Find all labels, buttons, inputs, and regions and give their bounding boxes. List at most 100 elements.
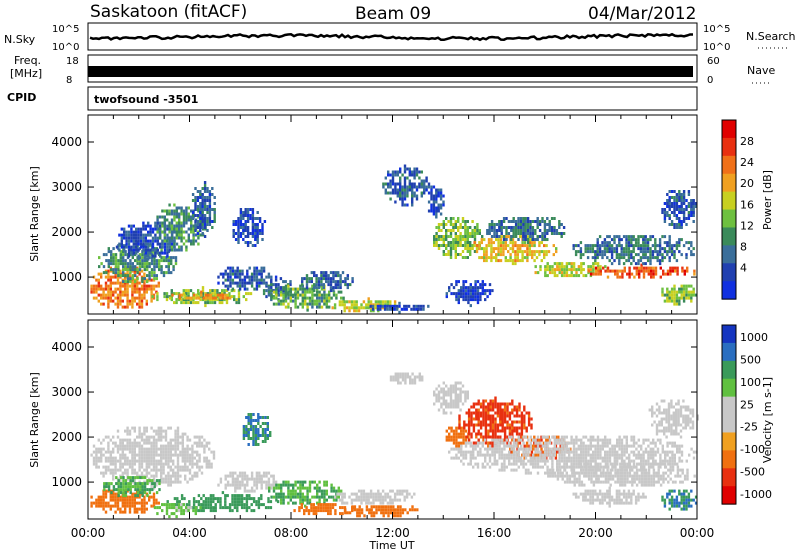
heatmap-cell [610,247,614,251]
heatmap-cell [119,441,122,445]
heatmap-cell [642,253,645,257]
heatmap-cell [124,293,127,297]
heatmap-cell [356,514,359,518]
heatmap-cell [670,293,674,297]
heatmap-cell [156,512,159,516]
heatmap-cell [284,287,288,291]
heatmap-cell [208,190,212,193]
heatmap-cell [112,492,115,496]
heatmap-cell [464,238,467,241]
heatmap-cell [372,505,376,509]
heatmap-cell [330,486,333,490]
heatmap-cell [292,486,295,490]
heatmap-cell [369,300,373,304]
heatmap-cell [228,503,232,507]
heatmap-cell [596,238,599,242]
heatmap-cell [666,287,669,291]
heatmap-cell [524,223,527,226]
heatmap-cell [499,253,503,257]
heatmap-cell [511,241,515,245]
heatmap-cell [464,393,467,397]
heatmap-cell [476,298,480,302]
heatmap-cell [678,205,681,208]
heatmap-cell [154,221,157,225]
heatmap-cell [126,268,130,272]
heatmap-cell [637,262,640,266]
heatmap-cell [138,501,141,505]
heatmap-cell [97,284,100,288]
heatmap-cell [152,441,156,445]
heatmap-cell [501,402,504,406]
nave-label: Nave [747,64,775,77]
heatmap-cell [231,497,234,501]
heatmap-cell [236,500,239,504]
heatmap-cell [176,480,180,484]
heatmap-cell [154,239,157,243]
heatmap-cell [252,437,255,440]
heatmap-cell [529,235,532,238]
heatmap-cell [449,250,453,253]
heatmap-cell [145,287,148,291]
heatmap-cell [159,242,162,246]
heatmap-cell [478,229,481,232]
heatmap-cell [389,185,392,189]
heatmap-cell [155,483,158,487]
heatmap-cell [198,441,201,445]
heatmap-cell [145,471,148,475]
heatmap-cell [183,296,186,300]
heatmap-cell [692,220,695,223]
heatmap-cell [423,185,426,189]
heatmap-cell [664,272,667,276]
heatmap-cell [157,426,160,430]
heatmap-cell [107,259,110,263]
heatmap-cell [682,199,686,202]
heatmap-cell [442,200,445,204]
heatmap-cell [182,212,186,216]
heatmap-cell [234,281,237,285]
heatmap-cell [449,393,453,397]
heatmap-cell [229,474,232,478]
heatmap-cell [97,299,100,303]
nsky-trace [89,32,693,42]
heatmap-cell [315,512,318,516]
heatmap-cell [196,459,199,463]
heatmap-cell [489,414,492,418]
heatmap-cell [362,495,366,499]
heatmap-cell [131,274,134,278]
heatmap-cell [637,241,640,245]
heatmap-cell [596,253,599,257]
heatmap-cell [577,268,581,272]
heatmap-cell [252,419,255,422]
heatmap-cell [524,238,527,241]
heatmap-cell [411,185,414,189]
heatmap-cell [663,250,667,254]
heatmap-cell [211,208,214,211]
heatmap-cell [112,299,115,303]
heatmap-cell [516,256,519,260]
heatmap-cell [231,500,234,504]
heatmap-cell [109,275,112,279]
heatmap-cell [577,274,581,278]
heatmap-cell [207,293,210,297]
heatmap-cell [411,505,414,509]
heatmap-cell [408,173,411,177]
heatmap-cell [299,492,302,496]
heatmap-cell [231,266,235,270]
heatmap-cell [97,459,100,463]
heatmap-cell [461,220,465,223]
heatmap-cell [261,422,265,425]
heatmap-cell [253,489,256,493]
heatmap-cell [136,476,140,480]
heatmap-cell [287,287,290,291]
heatmap-cell [261,428,265,431]
heatmap-cell [190,215,193,219]
heatmap-cell [548,271,552,275]
heatmap-cell [139,242,143,246]
heatmap-cell [339,286,342,290]
heatmap-cell [475,423,478,427]
heatmap-cell [306,486,309,490]
heatmap-cell [479,295,482,299]
heatmap-cell [587,265,590,269]
heatmap-cell [365,306,368,310]
heatmap-cell [260,272,263,276]
